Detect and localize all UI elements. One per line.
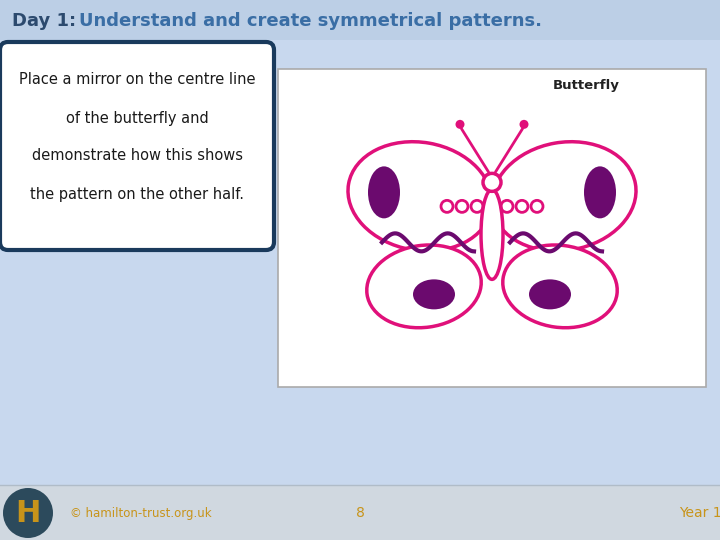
Text: of the butterfly and: of the butterfly and — [66, 111, 208, 125]
Text: the pattern on the other half.: the pattern on the other half. — [30, 186, 244, 201]
Ellipse shape — [366, 245, 481, 328]
Text: Understand and create symmetrical patterns.: Understand and create symmetrical patter… — [79, 12, 542, 30]
Ellipse shape — [3, 488, 53, 538]
Ellipse shape — [529, 279, 571, 309]
Ellipse shape — [503, 245, 617, 328]
Text: demonstrate how this shows: demonstrate how this shows — [32, 148, 243, 164]
Bar — [0, 0, 720, 40]
Ellipse shape — [456, 120, 464, 129]
Ellipse shape — [413, 279, 455, 309]
Text: © hamilton-trust.org.uk: © hamilton-trust.org.uk — [70, 507, 212, 519]
Bar — [0, 485, 720, 540]
Ellipse shape — [483, 173, 501, 191]
Text: Day 1:: Day 1: — [12, 12, 82, 30]
Text: Butterfly: Butterfly — [553, 78, 620, 91]
Bar — [278, 69, 706, 387]
Text: Year 1: Year 1 — [679, 506, 720, 520]
Ellipse shape — [520, 120, 528, 129]
Text: H: H — [15, 498, 41, 528]
Ellipse shape — [481, 190, 503, 279]
Text: Place a mirror on the centre line: Place a mirror on the centre line — [19, 72, 256, 87]
Text: 8: 8 — [356, 506, 364, 520]
Ellipse shape — [368, 166, 400, 218]
Ellipse shape — [348, 141, 492, 251]
Ellipse shape — [492, 141, 636, 251]
Ellipse shape — [584, 166, 616, 218]
FancyBboxPatch shape — [0, 42, 274, 250]
